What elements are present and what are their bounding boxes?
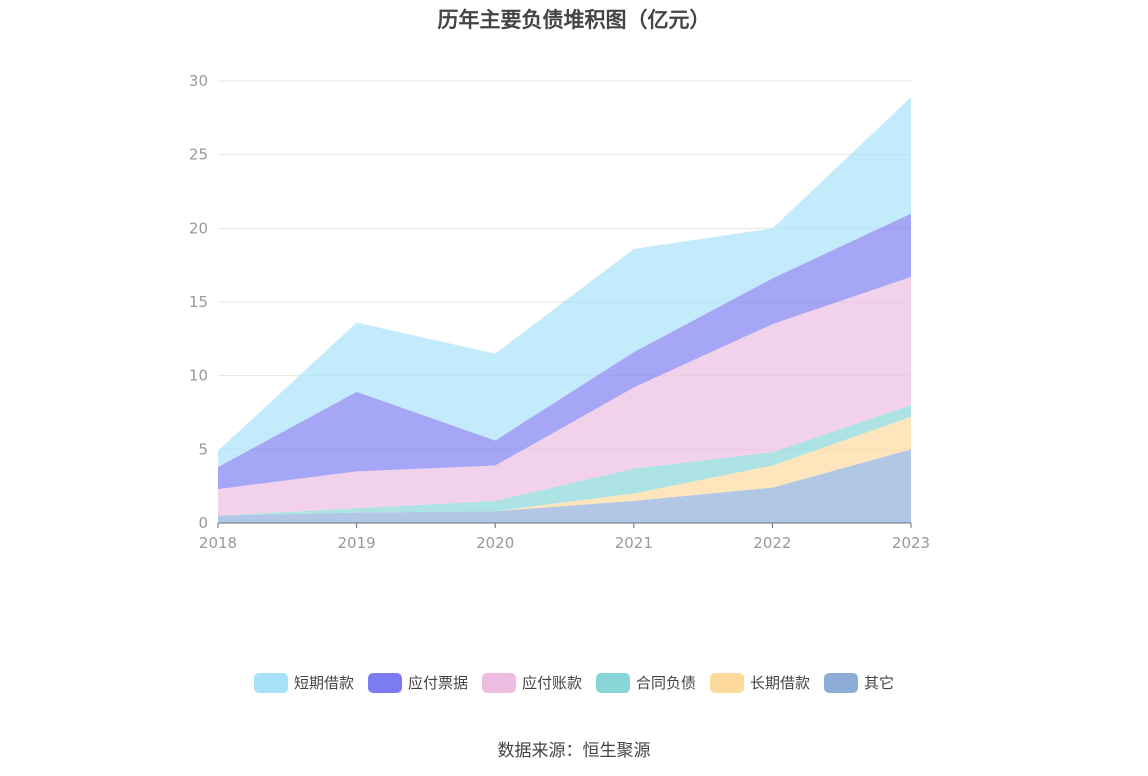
- area-series-0: [218, 449, 911, 523]
- legend-item[interactable]: 合同负债: [596, 672, 696, 693]
- legend-label: 其它: [864, 674, 895, 692]
- area-series-5: [218, 97, 911, 468]
- y-tick-label: 15: [189, 293, 208, 311]
- legend-item[interactable]: 应付账款: [481, 672, 582, 693]
- legend-label: 应付账款: [521, 674, 582, 692]
- y-tick-label: 30: [189, 72, 208, 90]
- legend-item[interactable]: 短期借款: [253, 672, 354, 693]
- legend-swatch: [253, 672, 288, 693]
- x-tick-label: 2019: [338, 534, 376, 552]
- y-tick-label: 20: [189, 219, 208, 237]
- legend-label: 合同负债: [636, 674, 697, 692]
- x-tick-label: 2021: [615, 534, 653, 552]
- legend-label: 应付票据: [407, 674, 468, 692]
- x-tick-label: 2022: [753, 534, 791, 552]
- chart-legend: 短期借款 应付票据 应付账款 合同负债 长期借款 其它: [0, 672, 1148, 693]
- legend-swatch: [596, 672, 630, 693]
- area-series-3: [218, 276, 911, 516]
- stacked-area-chart: 0 5 10 15 20 25 30 2018 2019 2020 2021 2022 2023: [189, 72, 930, 552]
- legend-swatch: [367, 672, 402, 693]
- legend-item[interactable]: 应付票据: [367, 672, 468, 693]
- x-tick-label: 2020: [476, 534, 514, 552]
- legend-item[interactable]: 其它: [824, 672, 894, 693]
- area-series-4: [218, 213, 911, 490]
- chart-title: 历年主要负债堆积图（亿元）: [437, 8, 711, 32]
- legend-swatch: [481, 672, 516, 693]
- y-tick-label: 5: [198, 440, 208, 458]
- y-tick-label: 0: [198, 514, 208, 532]
- area-series-2: [218, 405, 911, 516]
- x-tick-label: 2023: [892, 534, 930, 552]
- legend-swatch: [824, 672, 859, 693]
- legend-label: 短期借款: [293, 674, 354, 692]
- legend-swatch: [710, 672, 745, 693]
- data-source: 数据来源：恒生聚源: [497, 741, 651, 761]
- y-tick-label: 10: [189, 367, 208, 385]
- x-tick-label: 2018: [199, 534, 237, 552]
- y-tick-label: 25: [189, 146, 208, 164]
- area-series-1: [218, 416, 911, 516]
- legend-label: 长期借款: [750, 674, 811, 692]
- legend-item[interactable]: 长期借款: [710, 672, 810, 693]
